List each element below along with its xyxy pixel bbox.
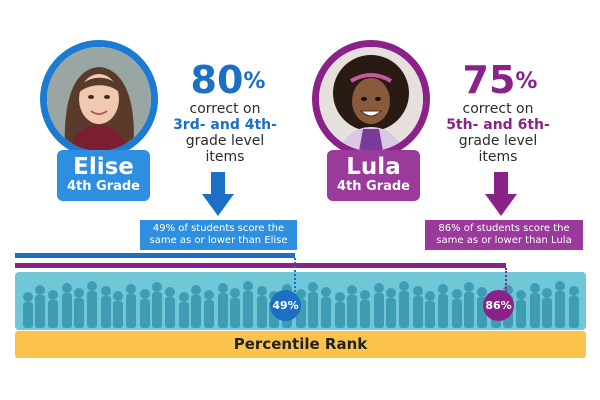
child-silhouette <box>230 288 240 328</box>
child-silhouette <box>464 282 474 328</box>
lula-down-arrow-icon <box>485 172 517 216</box>
child-silhouette <box>308 282 318 328</box>
elise-photo <box>40 40 158 158</box>
elise-name-badge: Elise 4th Grade <box>57 150 150 201</box>
child-silhouette <box>23 292 33 328</box>
elise-desc-line3: grade level <box>185 133 265 149</box>
child-silhouette <box>335 292 345 328</box>
lula-desc-line4: items <box>478 149 518 165</box>
child-silhouette <box>569 286 579 328</box>
child-silhouette <box>113 291 123 328</box>
elise-grade: 4th Grade <box>66 179 141 194</box>
lula-percent-correct: 75% <box>450 60 550 100</box>
lula-percentile-line <box>505 268 508 292</box>
child-silhouette <box>191 285 201 328</box>
child-silhouette <box>243 281 253 328</box>
lula-desc-highlight: 5th- and 6th- <box>446 117 550 133</box>
lula-grade: 4th Grade <box>336 179 411 194</box>
lula-description: correct on 5th- and 6th- grade level ite… <box>432 101 564 165</box>
child-silhouette <box>374 283 384 328</box>
child-silhouette <box>204 290 214 328</box>
lula-name-badge: Lula 4th Grade <box>327 150 420 201</box>
child-silhouette <box>386 288 396 328</box>
child-silhouette <box>87 281 97 328</box>
child-silhouette <box>126 284 136 328</box>
lula-percentile-marker: 86% <box>483 290 514 321</box>
lula-percentile-bar <box>15 263 507 268</box>
lula-percent-value: 75 <box>462 58 516 102</box>
child-silhouette <box>321 287 331 328</box>
percentile-rank-label: Percentile Rank <box>15 331 586 358</box>
child-silhouette <box>140 289 150 328</box>
elise-down-arrow-icon <box>202 172 234 216</box>
elise-percent-sign: % <box>243 69 266 94</box>
lula-callout: 86% of students score the same as or low… <box>425 220 583 250</box>
child-silhouette <box>516 290 526 328</box>
elise-percent-value: 80 <box>190 58 244 102</box>
child-silhouette <box>530 283 540 328</box>
child-silhouette <box>257 286 267 328</box>
child-silhouette <box>347 285 357 328</box>
elise-description: correct on 3rd- and 4th- grade level ite… <box>160 101 290 165</box>
child-silhouette <box>35 285 45 328</box>
child-silhouette <box>165 287 175 328</box>
child-silhouette <box>413 286 423 328</box>
elise-callout: 49% of students score the same as or low… <box>140 220 297 250</box>
lula-name: Lula <box>346 154 401 180</box>
child-silhouette <box>179 292 189 328</box>
child-silhouette <box>452 289 462 328</box>
child-silhouette <box>152 282 162 328</box>
child-silhouette <box>555 281 565 328</box>
lula-photo <box>312 40 430 158</box>
elise-desc-line4: items <box>205 149 245 165</box>
child-silhouette <box>425 291 435 328</box>
elise-percentile-line <box>293 258 296 292</box>
lula-desc-line1: correct on <box>462 101 534 117</box>
elise-percentile-marker: 49% <box>270 290 301 321</box>
elise-percentile-bar <box>15 253 295 258</box>
elise-percent-correct: 80% <box>178 60 278 100</box>
elise-desc-highlight: 3rd- and 4th- <box>173 117 277 133</box>
child-silhouette <box>48 290 58 328</box>
child-silhouette <box>218 283 228 328</box>
child-silhouette <box>438 284 448 328</box>
child-silhouette <box>101 286 111 328</box>
lula-desc-line3: grade level <box>458 133 538 149</box>
elise-desc-line1: correct on <box>189 101 261 117</box>
child-silhouette <box>62 283 72 328</box>
child-silhouette <box>399 281 409 328</box>
child-silhouette <box>360 290 370 328</box>
child-silhouette <box>542 288 552 328</box>
child-silhouette <box>74 288 84 328</box>
elise-name: Elise <box>73 154 134 180</box>
lula-percent-sign: % <box>515 69 538 94</box>
